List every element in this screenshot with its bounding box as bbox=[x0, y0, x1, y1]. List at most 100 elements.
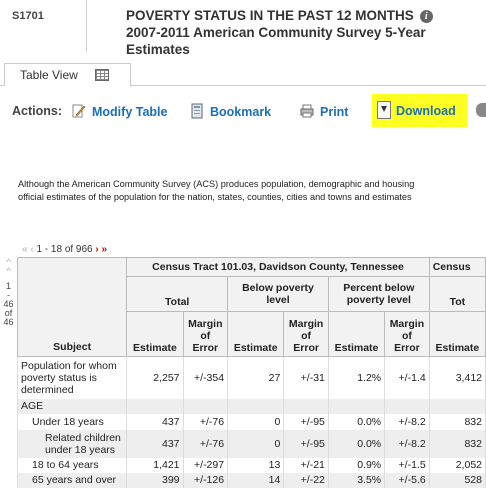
col-margin: Margin of Error bbox=[182, 311, 229, 357]
cell: +/-126 bbox=[182, 472, 229, 488]
tab-table-view[interactable]: Table View bbox=[4, 63, 131, 87]
cell: +/-5.6 bbox=[384, 472, 430, 488]
column-dash: - bbox=[7, 290, 10, 300]
group-percent-below: Percent below poverty level bbox=[327, 276, 430, 312]
col-estimate: Estimate bbox=[428, 311, 486, 357]
group-total: Total bbox=[126, 276, 229, 312]
disclaimer-line-1: Although the American Community Survey (… bbox=[18, 179, 415, 189]
cell: 437 bbox=[126, 429, 184, 458]
col-estimate: Estimate bbox=[327, 311, 386, 357]
info-icon[interactable]: i bbox=[419, 10, 433, 23]
column-end: 46 bbox=[3, 299, 14, 309]
col-margin: Margin of Error bbox=[283, 311, 329, 357]
prev-page-button[interactable]: ‹ bbox=[30, 244, 34, 255]
tab-label: Table View bbox=[20, 68, 78, 82]
group-below-poverty: Below poverty level bbox=[227, 276, 329, 312]
cell bbox=[327, 398, 386, 414]
cell: 528 bbox=[428, 472, 486, 488]
cell: +/-95 bbox=[283, 429, 329, 458]
row-subject: Related children under 18 years bbox=[16, 429, 128, 458]
comment-icon[interactable] bbox=[476, 103, 486, 117]
column-pager: ^ ^ 1 - 46 of 46 bbox=[0, 258, 17, 327]
table-row: 65 years and over 399 +/-126 14 +/-22 3.… bbox=[16, 472, 486, 488]
cell: 437 bbox=[126, 413, 184, 430]
table-row: Under 18 years 437 +/-76 0 +/-95 0.0% +/… bbox=[16, 413, 486, 430]
table-row: Population for whom poverty status is de… bbox=[16, 356, 486, 399]
cell: +/-1.5 bbox=[384, 457, 430, 473]
grid-icon bbox=[95, 69, 109, 81]
disclaimer-line-2: official estimates of the population for… bbox=[18, 192, 412, 202]
column-of: of bbox=[4, 308, 13, 318]
cell bbox=[384, 398, 430, 414]
cell: +/-8.2 bbox=[384, 429, 430, 458]
cell bbox=[428, 398, 486, 414]
cell bbox=[126, 398, 184, 414]
printer-icon bbox=[300, 104, 314, 118]
row-subject: 18 to 64 years bbox=[16, 457, 128, 473]
row-subject: AGE bbox=[16, 398, 128, 414]
col-margin: Margin of Error bbox=[384, 311, 430, 357]
cell: 0.0% bbox=[327, 429, 386, 458]
first-page-button[interactable]: « bbox=[22, 244, 28, 255]
download-button[interactable]: Download bbox=[396, 104, 456, 118]
cell bbox=[227, 398, 285, 414]
cell: 2,052 bbox=[428, 457, 486, 473]
group-total-2: Tot bbox=[428, 276, 486, 312]
disclaimer: Although the American Community Survey (… bbox=[18, 178, 414, 204]
cell: 0 bbox=[227, 413, 285, 430]
title-line-1: POVERTY STATUS IN THE PAST 12 MONTHS bbox=[126, 8, 414, 23]
cell: 27 bbox=[227, 356, 285, 399]
cell: 3.5% bbox=[327, 472, 386, 488]
column-start: 1 bbox=[5, 281, 11, 291]
col-estimate: Estimate bbox=[227, 311, 285, 357]
cell: 14 bbox=[227, 472, 285, 488]
print-button[interactable]: Print bbox=[300, 103, 348, 119]
pencil-icon bbox=[72, 104, 86, 118]
cell bbox=[283, 398, 329, 414]
title-line-2: 2007-2011 American Community Survey 5-Ye… bbox=[126, 25, 426, 57]
bookmark-button[interactable]: Bookmark bbox=[190, 103, 271, 119]
cell: +/-8.2 bbox=[384, 413, 430, 430]
column-up-icon[interactable]: ^ bbox=[6, 257, 11, 267]
row-subject: 65 years and over bbox=[16, 472, 128, 488]
actions-label: Actions: bbox=[12, 104, 62, 118]
row-subject: Population for whom poverty status is de… bbox=[16, 356, 128, 399]
cell: +/-1.4 bbox=[384, 356, 430, 399]
header-divider bbox=[86, 0, 87, 52]
next-page-button[interactable]: › bbox=[95, 244, 99, 255]
cell: +/-22 bbox=[283, 472, 329, 488]
cell: +/-95 bbox=[283, 413, 329, 430]
column-up-icon-2[interactable]: ^ bbox=[6, 266, 11, 276]
page-title: POVERTY STATUS IN THE PAST 12 MONTHS i 20… bbox=[126, 7, 486, 58]
tab-bar: Table View bbox=[0, 60, 486, 87]
cell: +/-31 bbox=[283, 356, 329, 399]
table-id: S1701 bbox=[12, 10, 44, 22]
cell: 0 bbox=[227, 429, 285, 458]
cell: 832 bbox=[428, 413, 486, 430]
download-icon[interactable] bbox=[377, 101, 391, 119]
column-total: 46 bbox=[3, 317, 14, 327]
modify-table-label: Modify Table bbox=[92, 105, 168, 119]
modify-table-button[interactable]: Modify Table bbox=[72, 103, 167, 119]
page-range: 1 - 18 of 966 bbox=[36, 244, 93, 255]
table-row: 18 to 64 years 1,421 +/-297 13 +/-21 0.9… bbox=[16, 457, 486, 473]
cell: 13 bbox=[227, 457, 285, 473]
cell: 1,421 bbox=[126, 457, 184, 473]
table-row: AGE bbox=[16, 398, 486, 414]
cell: 1.2% bbox=[327, 356, 386, 399]
data-table: Subject Census Tract 101.03, Davidson Co… bbox=[16, 257, 486, 488]
cell: +/-76 bbox=[182, 413, 229, 430]
row-pager: « ‹ 1 - 18 of 966 › » bbox=[22, 244, 107, 255]
cell: 0.9% bbox=[327, 457, 386, 473]
cell bbox=[182, 398, 229, 414]
cell: 0.0% bbox=[327, 413, 386, 430]
cell: +/-354 bbox=[182, 356, 229, 399]
geo-header-2: Census bbox=[428, 257, 486, 277]
geo-header: Census Tract 101.03, Davidson County, Te… bbox=[126, 257, 430, 277]
table-row: Related children under 18 years 437 +/-7… bbox=[16, 429, 486, 458]
cell: +/-21 bbox=[283, 457, 329, 473]
cell: +/-76 bbox=[182, 429, 229, 458]
last-page-button[interactable]: » bbox=[101, 244, 108, 255]
row-subject: Under 18 years bbox=[16, 413, 128, 430]
cell: +/-297 bbox=[182, 457, 229, 473]
